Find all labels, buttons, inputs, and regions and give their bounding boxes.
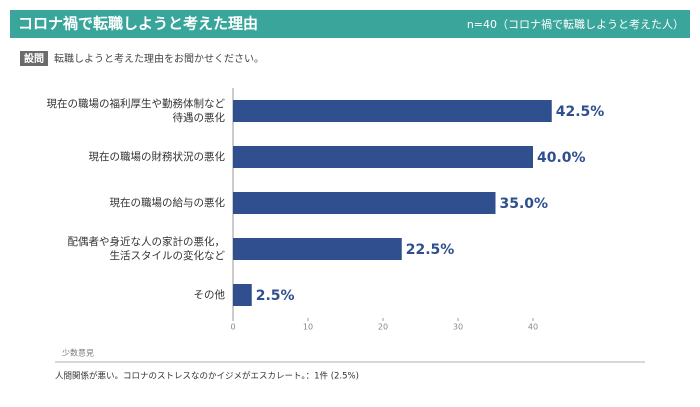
header-bar xyxy=(10,10,690,38)
category-label: 現在の職場の給与の悪化 xyxy=(110,196,226,209)
category-label: 生活スタイルの変化など xyxy=(110,249,226,262)
minority-text: 人間関係が悪い。コロナのストレスなのかイジメがエスカレート。：1件 (2.5%) xyxy=(55,371,359,382)
header-title: コロナ禍で転職しようと考えた理由 xyxy=(18,15,258,33)
minority-heading: 少数意見 xyxy=(62,348,94,358)
category-label: 現在の職場の福利厚生や勤務体制など xyxy=(47,97,226,110)
bar xyxy=(233,284,252,306)
value-label: 22.5% xyxy=(406,242,455,258)
x-tick-label: 10 xyxy=(303,323,313,332)
x-tick-label: 0 xyxy=(230,323,235,332)
bar xyxy=(233,238,402,260)
question-tag-box xyxy=(20,51,48,66)
value-label: 2.5% xyxy=(256,288,295,304)
bar xyxy=(233,192,496,214)
bar xyxy=(233,146,533,168)
value-label: 40.0% xyxy=(537,150,586,166)
category-label: 現在の職場の財務状況の悪化 xyxy=(89,150,226,163)
category-label: 配偶者や身近な人の家計の悪化， xyxy=(68,235,226,248)
sample-size: n=40（コロナ禍で転職しようと考えた人） xyxy=(467,17,684,31)
x-tick-label: 20 xyxy=(378,323,388,332)
category-label: その他 xyxy=(194,288,226,301)
value-label: 42.5% xyxy=(556,104,605,120)
question-text: 転職しようと考えた理由をお聞かせください。 xyxy=(54,52,264,65)
x-tick-label: 30 xyxy=(453,323,463,332)
bar xyxy=(233,100,552,122)
question-tag: 設問 xyxy=(24,52,44,65)
category-label: 待遇の悪化 xyxy=(173,111,226,124)
x-tick-label: 40 xyxy=(528,323,538,332)
value-label: 35.0% xyxy=(500,196,549,212)
